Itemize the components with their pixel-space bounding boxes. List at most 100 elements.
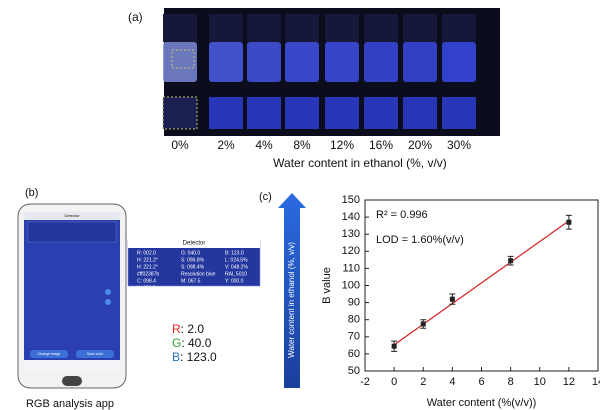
vial [325,42,359,82]
button[interactable] [76,350,114,358]
readout-text: M: 067.5 [181,278,201,284]
y-tick-label: 110 [342,262,360,274]
x-tick-label: 12 [563,376,575,388]
vial [285,42,319,82]
panel-label: (a) [128,10,143,24]
readout: R: 002.0 G: 040.0 B: 123.0 H: 221.2° S: 096.… [137,250,248,291]
button-label: Change image [38,352,61,356]
vial [403,42,437,82]
vial [442,42,476,82]
annotation: R² = 0.996 [376,209,428,221]
color-swatch [285,97,319,129]
readout-text: S: 096.8% [181,257,205,263]
readout-text: R: 002.0 [137,250,156,256]
y-axis-label: B value [321,267,333,304]
readout-text: B: 123.0 [225,250,244,256]
x-tick-label: 0 [391,376,397,388]
vial [364,42,398,82]
screen-dot [105,289,111,295]
color-swatch [364,97,398,129]
rgb-values: R: 2.0G: 40.0B: 123.0 [172,322,217,364]
x-tick-label: 6 [478,376,484,388]
arrow-label: Water content in ethanol (%, v/v) [287,242,296,358]
y-tick-label: 150 [342,194,360,206]
readout-text: #ff02387b [137,271,159,277]
screen-dot [105,299,111,305]
vial [247,42,281,82]
readout-text: G: 040.0 [181,250,200,256]
y-tick-label: 140 [342,211,360,223]
home-button[interactable] [62,376,82,386]
rgb-letter: G [172,336,181,350]
x-tick-label: 10 [534,376,546,388]
point [391,343,397,349]
y-tick-label: 50 [348,365,360,377]
x-axis-label: Water content in ethanol (%, v/v) [273,156,447,170]
x-axis-label: Water content (%(v/v)) [427,397,537,409]
screen-readout [27,221,117,243]
rgb-line: R: 2.0 [172,322,204,336]
chart: 50 60 70 80 90 100 110 120 130 140 150 -2 0 2 4 6 8 10 12 1… [321,194,600,409]
category-label: 0% [171,138,189,152]
category-label: 20% [408,138,432,152]
readout-text: K: 051.8 [137,285,156,291]
rgb-value: : 123.0 [180,350,217,364]
vials: 0% 2% 4% 8% 12% 16% 20% 30% [162,14,476,152]
x-tick-label: -2 [360,376,370,388]
rgb-letter: R [172,322,181,336]
category-label: 8% [293,138,311,152]
vial [209,42,243,82]
button-label: Save color [87,352,104,356]
category-label: 12% [330,138,354,152]
vial-top [163,14,197,42]
panel-label: (b) [25,187,38,199]
rgb-value: : 2.0 [181,322,205,336]
caption: RGB analysis app [26,398,114,410]
vial-top [325,14,359,42]
vial-top [442,14,476,42]
readout-text: C: 098.4 [137,278,156,284]
y-tick-label: 80 [348,314,360,326]
x-tick-label: 14 [592,376,600,388]
vial-top [364,14,398,42]
point [420,321,426,327]
vial-top [285,14,319,42]
category-label: 16% [369,138,393,152]
y-tick-label: 90 [348,297,360,309]
category-label: 2% [217,138,235,152]
vial-top [403,14,437,42]
vial [163,42,197,82]
annotation: LOD = 1.60%(v/v) [376,234,464,246]
y-tick-label: 120 [342,245,360,257]
detector-header [128,236,260,248]
rgb-value: : 40.0 [181,336,211,350]
readout-text: H: 221.2° [137,257,158,263]
readout-text: H: 221.2° [137,264,158,270]
detector-title: Detector [183,241,206,247]
y-tick-label: 130 [342,228,360,240]
rgb-letter: B [172,350,180,364]
vial-top [209,14,243,42]
panel-label: (c) [259,191,272,203]
y-tick-label: 100 [342,279,360,291]
x-tick-label: 8 [508,376,514,388]
x-tick-label: 2 [420,376,426,388]
color-swatch [162,96,198,130]
color-swatch [442,97,476,129]
vial-top [247,14,281,42]
color-swatch [209,97,243,129]
screen-title: Detector [64,213,80,218]
readout-text: Resolution blue [181,271,216,277]
button[interactable] [30,350,68,358]
readout-text: S: 098.4% [181,264,205,270]
point [449,296,455,302]
color-swatch [325,97,359,129]
color-swatch [403,97,437,129]
y-tick-label: 70 [348,331,360,343]
category-label: 4% [255,138,273,152]
x-tick-label: 4 [449,376,455,388]
y-tick-label: 60 [348,348,360,360]
readout-text: L: 024.5% [225,257,248,263]
arrow [278,193,306,388]
point [566,219,572,225]
